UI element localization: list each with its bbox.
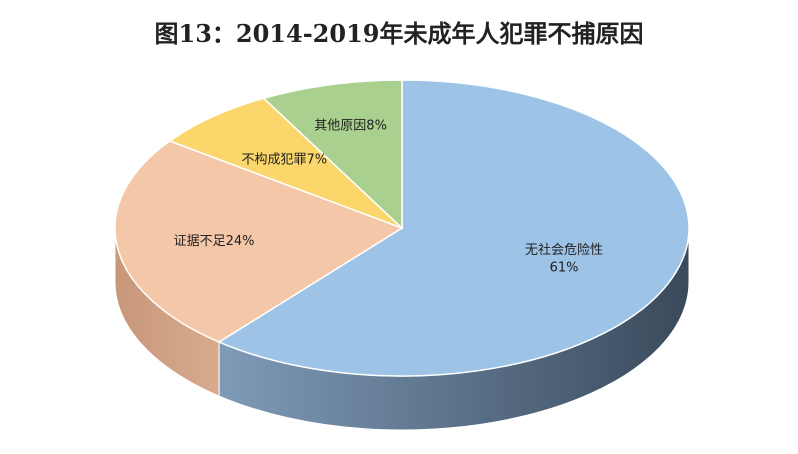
data-label-证据不足: 证据不足24%: [174, 234, 255, 249]
pie-slice-无社会危险性: [217, 79, 690, 377]
data-label-不构成犯罪: 不构成犯罪7%: [242, 153, 328, 168]
chart-title: 图13：2014-2019年未成年人犯罪不捕原因: [154, 19, 644, 48]
pie-slice-证据不足: [114, 140, 404, 343]
pie-slice-不构成犯罪: [168, 97, 403, 229]
pie-tops: [114, 79, 690, 377]
data-label-无社会危险性: 无社会危险性 61%: [525, 242, 603, 276]
pie-labels: 无社会危险性 61% 证据不足24% 不构成犯罪7% 其他原因8%: [174, 118, 603, 275]
data-label-其他原因: 其他原因8%: [314, 118, 387, 133]
pie-slice-其他原因: [262, 79, 403, 230]
